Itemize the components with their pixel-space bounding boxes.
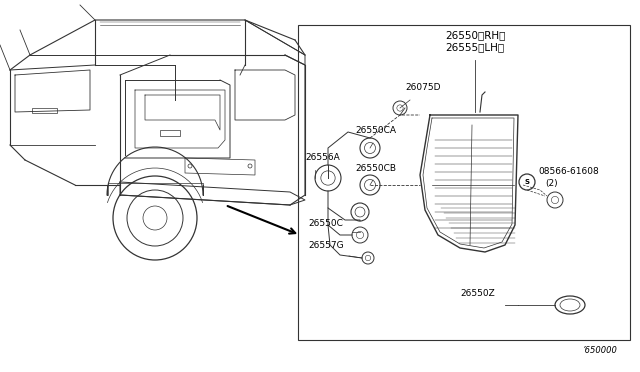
Text: (2): (2): [545, 179, 557, 188]
Text: 26557G: 26557G: [308, 241, 344, 250]
Text: 26550CB: 26550CB: [355, 164, 396, 173]
Text: 26550Z: 26550Z: [460, 289, 495, 298]
Text: 26550C: 26550C: [308, 219, 343, 228]
Text: 26075D: 26075D: [405, 83, 440, 92]
Text: 08566-61608: 08566-61608: [538, 167, 599, 176]
Bar: [298, 25, 630, 340]
Text: 26555〈LH〉: 26555〈LH〉: [445, 42, 504, 52]
Text: 26550CA: 26550CA: [355, 126, 396, 135]
Text: ’650000: ’650000: [583, 346, 618, 355]
Bar: [160, 130, 180, 136]
Text: 26550〈RH〉: 26550〈RH〉: [445, 30, 505, 40]
Text: 26556A: 26556A: [305, 153, 340, 162]
Text: S: S: [525, 179, 529, 185]
Bar: [32, 108, 57, 113]
